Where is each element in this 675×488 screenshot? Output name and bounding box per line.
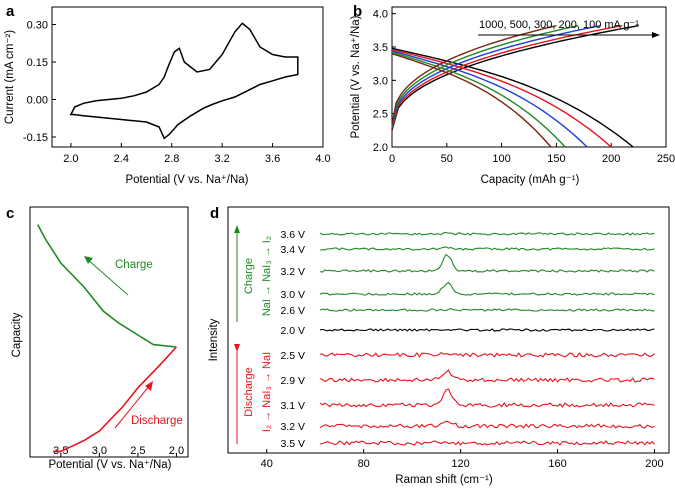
panel-b-discharge-curve [391, 50, 588, 148]
panel-b-charge-discharge-chart: 0 50 100 150 200 250 2.0 2.5 3.0 3.5 4.0 1000, 500… [350, 6, 675, 186]
panel-b-frame [391, 6, 667, 148]
panel-c-charge-arrow [86, 258, 129, 296]
panel-b-ytick-label: 2.0 [373, 142, 388, 154]
panel-letter-c: c [6, 205, 14, 222]
panel-a-xtick-label: 2.0 [63, 153, 78, 165]
panel-c-xtick-label: 2.5 [130, 445, 145, 457]
panel-a-ylabel: Current (mA cm⁻²) [4, 30, 16, 124]
panel-d-voltage-label: 2.9 V [280, 375, 305, 387]
panel-b-ytick-label: 4.0 [373, 9, 388, 21]
panel-letter-b: b [353, 3, 362, 20]
panel-d-ylabel: Intensity [208, 318, 220, 361]
panel-d-voltage-label: 3.5 V [280, 438, 305, 450]
panel-c-xtick-label: 3.0 [92, 445, 107, 457]
panel-a-xtick-label: 3.2 [215, 153, 230, 165]
panel-d-voltage-label: 3.2 V [280, 266, 305, 278]
panel-a-cv-curve [69, 22, 299, 140]
panel-d-xtick-label: 160 [548, 458, 566, 470]
panel-b-discharge-curve [391, 51, 566, 148]
panel-a-xtick-label: 2.4 [114, 153, 129, 165]
panel-d-spectrum [319, 388, 655, 408]
panel-b-ytick-label: 3.5 [373, 42, 388, 54]
panel-d-spectrum [320, 352, 655, 358]
panel-d-voltage-label: 3.0 V [280, 289, 305, 301]
panel-b-xtick-label: 150 [547, 153, 565, 165]
panel-d-discharge-label: Discharge [243, 367, 255, 417]
panel-b-charge-curve [391, 25, 601, 128]
panel-d-voltage-label: 3.4 V [280, 244, 305, 256]
panel-d-spectrum [319, 281, 655, 296]
panel-c-frame [29, 206, 189, 458]
panel-c-ylabel: Capacity [11, 312, 23, 357]
panel-b-discharge-curve [391, 47, 634, 148]
panel-c-charge-curve [36, 224, 177, 348]
panel-c-xtick-label: 2.0 [169, 445, 184, 457]
panel-d-discharge-reaction: I₂ → NaI₃ → NaI [261, 352, 273, 432]
panel-b-xtick-label: 200 [602, 153, 620, 165]
panel-b-ylabel: Potential (V vs. Na⁺/Na) [350, 15, 362, 138]
panel-b-discharge-curve [391, 53, 552, 148]
panel-b-charge-curve [391, 25, 639, 131]
panel-d-spectrum [319, 420, 655, 429]
panel-b-charge-curve [391, 25, 557, 126]
panel-d-frame [227, 206, 670, 454]
panel-a-xtick-label: 2.8 [164, 153, 179, 165]
panel-b-discharge-curve [391, 49, 612, 148]
panel-d-spectrum [319, 440, 655, 446]
panel-c-discharge-label: Discharge [131, 415, 183, 427]
panel-d-spectrum [320, 246, 655, 251]
panel-d-voltage-label: 2.6 V [280, 305, 305, 317]
panel-a-cv-chart: 2.0 2.4 2.8 3.2 3.6 4.0 -0.15 0.00 0.15 0.30 Pote… [4, 6, 331, 186]
panel-b-ytick-label: 3.0 [373, 75, 388, 87]
panel-c-discharge-curve [53, 346, 177, 453]
panel-d-xtick-label: 200 [645, 458, 663, 470]
panel-d-spectrum [319, 308, 655, 312]
panel-d-spectrum [320, 253, 655, 273]
panel-d-spectrum [320, 328, 655, 332]
panel-a-ytick-label: 0.00 [27, 95, 48, 107]
panel-c-discharge-arrowhead [145, 381, 153, 391]
panel-c-xlabel: Potential (V vs. Na⁺/Na) [48, 459, 171, 471]
panel-b-xtick-label: 100 [492, 153, 510, 165]
panel-d-spectrum [319, 369, 655, 383]
panel-d-xlabel: Raman shift (cm⁻¹) [395, 474, 493, 486]
panel-b-xlabel: Capacity (mAh g⁻¹) [481, 174, 580, 186]
panel-b-xtick-label: 0 [389, 153, 395, 165]
panel-a-xtick-label: 4.0 [315, 153, 330, 165]
panel-b-ytick-label: 2.5 [373, 109, 388, 121]
panel-a-frame [51, 6, 324, 148]
panel-d-discharge-arrowhead [234, 344, 240, 352]
panel-d-spectrum [319, 231, 655, 236]
panel-d-voltage-label: 2.5 V [280, 350, 305, 362]
panel-b-xtick-label: 250 [657, 153, 675, 165]
panel-d-xtick-label: 120 [451, 458, 469, 470]
panel-d-voltage-label: 3.1 V [280, 400, 305, 412]
panel-d-charge-arrowhead [234, 225, 240, 233]
panel-d-voltage-label: 2.0 V [280, 325, 305, 337]
panel-letter-d: d [210, 205, 219, 222]
panel-b-charge-curve [391, 25, 623, 130]
panel-a-ytick-label: -0.15 [23, 132, 48, 144]
panel-d-charge-reaction: NaI → NaI₃ → I₂ [261, 236, 273, 316]
panel-d-voltage-label: 3.6 V [280, 229, 305, 241]
panel-c-schematic-chart: 3.5 3.0 2.5 2.0 Charge Discharge Potential … [11, 206, 189, 471]
panel-a-xtick-label: 3.6 [265, 153, 280, 165]
panel-d-charge-label: Charge [243, 258, 255, 294]
panel-d-xtick-label: 80 [358, 458, 370, 470]
panel-d-xtick-label: 40 [261, 458, 273, 470]
panel-a-xlabel: Potential (V vs. Na⁺/Na) [125, 174, 248, 186]
panel-letter-a: a [6, 3, 15, 20]
panel-c-charge-label: Charge [115, 259, 153, 271]
panel-c-discharge-arrow [114, 384, 151, 429]
panel-b-xtick-label: 50 [441, 153, 453, 165]
panel-b-legend-arrowhead [652, 32, 660, 38]
panel-d-raman-chart: 40 80 120 160 200 3.6 V 3.4 V 3.2 V 3.0 V 2.6 V 2.… [208, 206, 670, 486]
panel-c-charge-arrowhead [84, 256, 93, 264]
panel-a-ytick-label: 0.15 [27, 57, 48, 69]
panel-d-voltage-label: 3.2 V [280, 421, 305, 433]
panel-b-charge-curve [391, 25, 579, 127]
panel-b-legend-text: 1000, 500, 300, 200, 100 mA g⁻¹ [479, 19, 639, 31]
panel-a-ytick-label: 0.30 [27, 20, 48, 32]
